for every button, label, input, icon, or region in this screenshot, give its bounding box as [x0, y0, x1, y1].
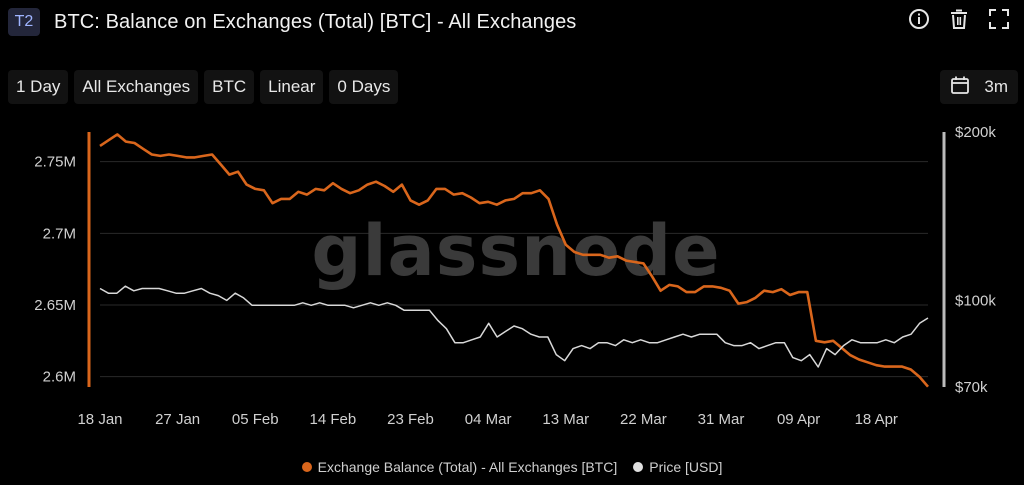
resolution-select[interactable]: 1 Day	[8, 70, 69, 104]
trash-icon[interactable]	[948, 8, 970, 30]
x-tick-label: 14 Feb	[310, 411, 357, 428]
legend-label-price: Price [USD]	[649, 459, 723, 475]
y-right-tick-label: $100k	[955, 292, 996, 309]
x-tick-label: 18 Apr	[855, 411, 898, 428]
watermark: glassnode	[311, 210, 720, 292]
smoothing-select[interactable]: 0 Days	[329, 70, 399, 104]
info-icon[interactable]	[908, 8, 930, 30]
series-line-balance	[99, 133, 929, 388]
x-tick-label: 04 Mar	[465, 411, 512, 428]
chart-legend: Exchange Balance (Total) - All Exchanges…	[0, 459, 1024, 475]
chart-toolbar: 1 Day All Exchanges BTC Linear 0 Days	[8, 70, 399, 104]
legend-dot-balance	[301, 462, 312, 472]
x-tick-label: 22 Mar	[620, 411, 667, 428]
exchange-select[interactable]: All Exchanges	[74, 70, 199, 104]
legend-dot-price	[633, 462, 644, 472]
series-line-price	[99, 285, 929, 368]
x-tick-label: 23 Feb	[387, 411, 434, 428]
tier-badge: T2	[8, 8, 40, 36]
y-left-tick-label: 2.75M	[34, 154, 76, 171]
y-left-tick-label: 2.7M	[43, 225, 76, 242]
range-select[interactable]: 3m	[940, 70, 1018, 104]
chart-header: T2 BTC: Balance on Exchanges (Total) [BT…	[8, 6, 576, 38]
range-label: 3m	[984, 77, 1008, 96]
scale-select[interactable]: Linear	[260, 70, 324, 104]
calendar-icon	[950, 75, 970, 100]
x-tick-label: 18 Jan	[77, 411, 122, 428]
legend-item-price[interactable]: Price [USD]	[633, 459, 722, 475]
y-right-tick-label: $200k	[955, 124, 996, 141]
x-tick-label: 05 Feb	[232, 411, 279, 428]
fullscreen-icon[interactable]	[988, 8, 1010, 30]
y-right-tick-label: $70k	[955, 379, 988, 396]
x-tick-label: 27 Jan	[155, 411, 200, 428]
header-actions	[908, 8, 1010, 30]
x-tick-label: 13 Mar	[542, 411, 589, 428]
y-left-tick-label: 2.6M	[43, 369, 76, 386]
x-tick-label: 09 Apr	[777, 411, 820, 428]
y-left-tick-label: 2.65M	[34, 297, 76, 314]
legend-item-balance[interactable]: Exchange Balance (Total) - All Exchanges…	[301, 459, 618, 475]
chart-canvas[interactable]: 2.6M 2.65M 2.7M 2.75M glassnode $70k $100k $200…	[0, 115, 1024, 455]
legend-label-balance: Exchange Balance (Total) - All Exchanges…	[317, 459, 618, 475]
asset-select[interactable]: BTC	[204, 70, 255, 104]
x-tick-label: 31 Mar	[698, 411, 745, 428]
chart-title: BTC: Balance on Exchanges (Total) [BTC] …	[54, 10, 577, 33]
